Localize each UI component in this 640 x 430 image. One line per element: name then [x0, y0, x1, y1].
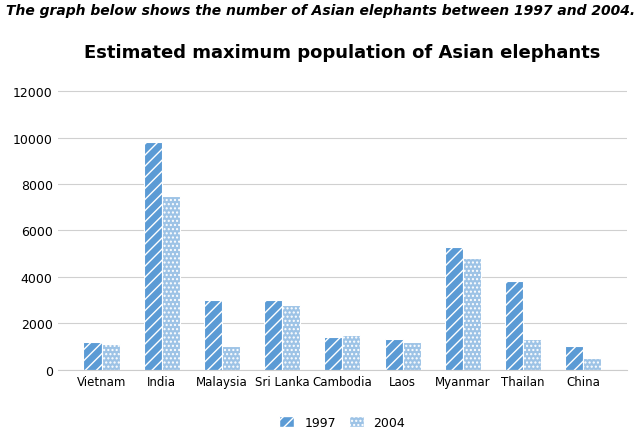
Bar — [102, 344, 120, 370]
Title: Estimated maximum population of Asian elephants: Estimated maximum population of Asian el… — [84, 44, 600, 62]
Bar — [342, 335, 360, 370]
Bar — [264, 300, 282, 370]
Bar — [523, 340, 541, 370]
Bar — [583, 358, 602, 370]
Bar — [144, 143, 162, 370]
Bar — [505, 282, 523, 370]
Bar — [162, 196, 180, 370]
Bar — [324, 338, 342, 370]
Text: The graph below shows the number of Asian elephants between 1997 and 2004.: The graph below shows the number of Asia… — [6, 4, 636, 18]
Bar — [222, 347, 240, 370]
Bar — [403, 342, 420, 370]
Bar — [565, 347, 583, 370]
Legend: 1997, 2004: 1997, 2004 — [276, 412, 409, 430]
Bar — [463, 259, 481, 370]
Bar — [204, 300, 222, 370]
Bar — [282, 305, 300, 370]
Bar — [445, 247, 463, 370]
Bar — [83, 342, 102, 370]
Bar — [385, 340, 403, 370]
